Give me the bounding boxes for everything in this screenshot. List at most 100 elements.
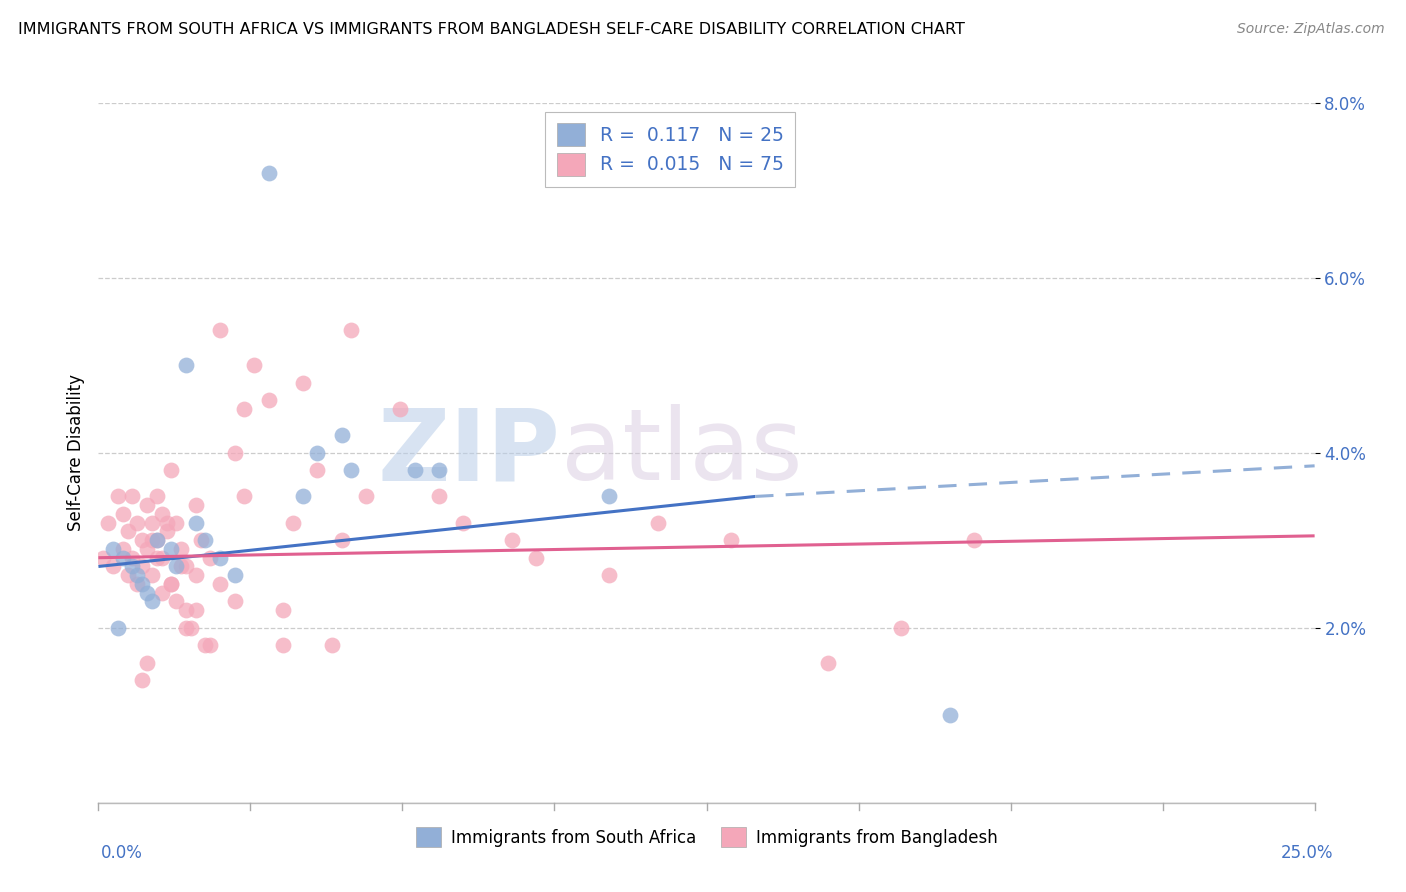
Point bbox=[160, 463, 183, 477]
Point bbox=[598, 568, 620, 582]
Point bbox=[117, 524, 139, 539]
Point bbox=[233, 401, 256, 416]
Point bbox=[160, 577, 183, 591]
Point bbox=[209, 550, 232, 565]
Point bbox=[281, 516, 304, 530]
Point bbox=[146, 533, 169, 548]
Point bbox=[97, 516, 120, 530]
Point bbox=[141, 568, 163, 582]
Point bbox=[127, 577, 149, 591]
Point bbox=[184, 603, 207, 617]
Point bbox=[257, 166, 280, 180]
Point bbox=[150, 507, 173, 521]
Text: Source: ZipAtlas.com: Source: ZipAtlas.com bbox=[1237, 22, 1385, 37]
Point bbox=[233, 490, 256, 504]
Point bbox=[200, 638, 222, 652]
Point bbox=[184, 498, 207, 512]
Point bbox=[307, 446, 329, 460]
Point bbox=[174, 358, 197, 372]
Point bbox=[170, 559, 193, 574]
Text: 0.0%: 0.0% bbox=[101, 844, 143, 862]
Point bbox=[224, 594, 246, 608]
Point bbox=[101, 541, 124, 556]
Text: ZIP: ZIP bbox=[378, 404, 561, 501]
Text: 25.0%: 25.0% bbox=[1281, 844, 1333, 862]
Point bbox=[101, 559, 124, 574]
Point bbox=[184, 568, 207, 582]
Point bbox=[321, 638, 343, 652]
Point bbox=[136, 656, 159, 670]
Y-axis label: Self-Care Disability: Self-Care Disability bbox=[66, 374, 84, 532]
Point bbox=[939, 708, 962, 723]
Point bbox=[389, 401, 412, 416]
Point bbox=[136, 498, 159, 512]
Point bbox=[117, 568, 139, 582]
Point bbox=[180, 621, 202, 635]
Point bbox=[121, 559, 143, 574]
Point bbox=[131, 533, 153, 548]
Point bbox=[194, 533, 217, 548]
Point bbox=[136, 586, 159, 600]
Point bbox=[209, 323, 232, 337]
Point bbox=[243, 358, 266, 372]
Point bbox=[121, 490, 143, 504]
Point bbox=[107, 621, 129, 635]
Point bbox=[160, 541, 183, 556]
Point bbox=[224, 446, 246, 460]
Point bbox=[131, 559, 153, 574]
Point bbox=[307, 463, 329, 477]
Point bbox=[131, 577, 153, 591]
Point bbox=[141, 516, 163, 530]
Point bbox=[146, 490, 169, 504]
Point bbox=[174, 621, 197, 635]
Point bbox=[155, 516, 177, 530]
Point bbox=[501, 533, 523, 548]
Point bbox=[524, 550, 547, 565]
Point bbox=[404, 463, 426, 477]
Point bbox=[150, 550, 173, 565]
Point bbox=[209, 577, 232, 591]
Point bbox=[453, 516, 475, 530]
Point bbox=[340, 463, 363, 477]
Point bbox=[817, 656, 839, 670]
Point bbox=[224, 568, 246, 582]
Point bbox=[141, 533, 163, 548]
Point bbox=[963, 533, 986, 548]
Point bbox=[330, 428, 353, 442]
Point bbox=[107, 490, 129, 504]
Legend: Immigrants from South Africa, Immigrants from Bangladesh: Immigrants from South Africa, Immigrants… bbox=[409, 821, 1004, 854]
Point bbox=[111, 541, 134, 556]
Point bbox=[165, 559, 187, 574]
Text: atlas: atlas bbox=[561, 404, 803, 501]
Point bbox=[165, 516, 187, 530]
Point bbox=[257, 393, 280, 408]
Point bbox=[598, 490, 620, 504]
Point bbox=[184, 516, 207, 530]
Point bbox=[131, 673, 153, 688]
Point bbox=[174, 603, 197, 617]
Point bbox=[647, 516, 669, 530]
Point bbox=[427, 490, 450, 504]
Point bbox=[291, 490, 314, 504]
Point bbox=[141, 594, 163, 608]
Point bbox=[720, 533, 742, 548]
Point bbox=[330, 533, 353, 548]
Point bbox=[174, 559, 197, 574]
Point bbox=[190, 533, 212, 548]
Point bbox=[200, 550, 222, 565]
Point bbox=[127, 516, 149, 530]
Text: IMMIGRANTS FROM SOUTH AFRICA VS IMMIGRANTS FROM BANGLADESH SELF-CARE DISABILITY : IMMIGRANTS FROM SOUTH AFRICA VS IMMIGRAN… bbox=[18, 22, 965, 37]
Point bbox=[150, 586, 173, 600]
Point bbox=[127, 568, 149, 582]
Point bbox=[155, 524, 177, 539]
Point bbox=[170, 541, 193, 556]
Point bbox=[271, 638, 294, 652]
Point bbox=[121, 550, 143, 565]
Point bbox=[427, 463, 450, 477]
Point bbox=[146, 550, 169, 565]
Point bbox=[111, 507, 134, 521]
Point bbox=[136, 541, 159, 556]
Point bbox=[91, 550, 114, 565]
Point bbox=[271, 603, 294, 617]
Point bbox=[340, 323, 363, 337]
